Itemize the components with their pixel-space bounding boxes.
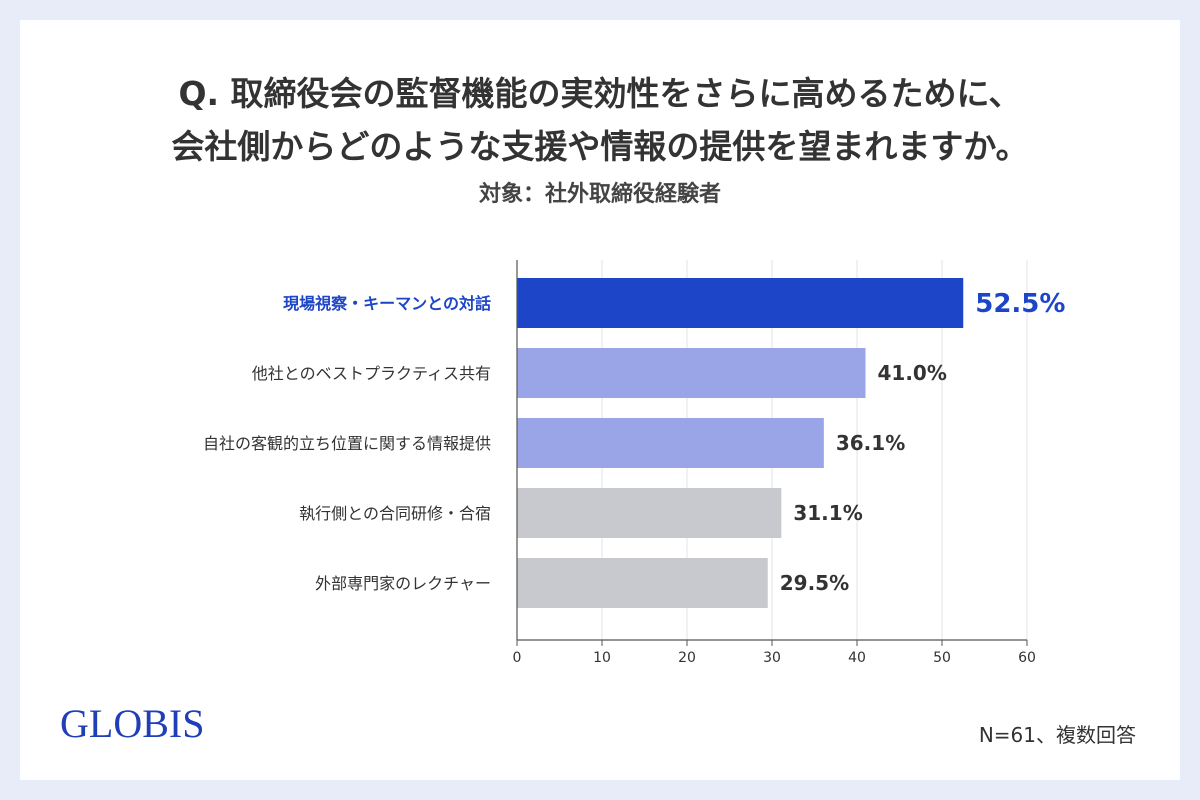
chart-subtitle: 対象：社外取締役経験者	[478, 182, 721, 207]
data-label: 52.5%	[975, 289, 1065, 319]
globis-logo: GLOBIS	[60, 701, 205, 746]
bar	[517, 418, 824, 468]
category-label: 外部専門家のレクチャー	[315, 574, 491, 593]
x-tick-label: 40	[848, 650, 866, 666]
data-label: 36.1%	[836, 431, 905, 455]
bar-chart: 現場視察・キーマンとの対話 52.5% 他社とのベストプラクティス共有 41.0% 自社…	[203, 260, 1065, 666]
category-label: 現場視察・キーマンとの対話	[283, 294, 491, 313]
bar	[517, 278, 964, 328]
category-label: 執行側との合同研修・合宿	[299, 504, 491, 523]
bar	[517, 488, 782, 538]
bar	[517, 558, 768, 608]
data-label: 41.0%	[878, 361, 947, 385]
data-label: 31.1%	[793, 501, 862, 525]
x-tick-label: 20	[678, 650, 696, 666]
x-tick-label: 30	[763, 650, 781, 666]
chart-title-line-1: Q. 取締役会の監督機能の実効性をさらに高めるために、	[178, 74, 1022, 113]
x-tick-label: 50	[933, 650, 951, 666]
sample-note: N=61、複数回答	[978, 723, 1136, 747]
data-label: 29.5%	[780, 571, 849, 595]
category-label: 自社の客観的立ち位置に関する情報提供	[203, 434, 491, 453]
x-tick-label: 60	[1018, 650, 1036, 666]
chart-card: Q. 取締役会の監督機能の実効性をさらに高めるために、 会社側からどのような支援…	[20, 20, 1180, 780]
x-tick-label: 10	[593, 650, 611, 666]
x-tick-label: 0	[513, 650, 522, 666]
category-label: 他社とのベストプラクティス共有	[252, 364, 491, 383]
chart-title-line-2: 会社側からどのような支援や情報の提供を望まれますか。	[171, 127, 1029, 166]
bar	[517, 348, 866, 398]
